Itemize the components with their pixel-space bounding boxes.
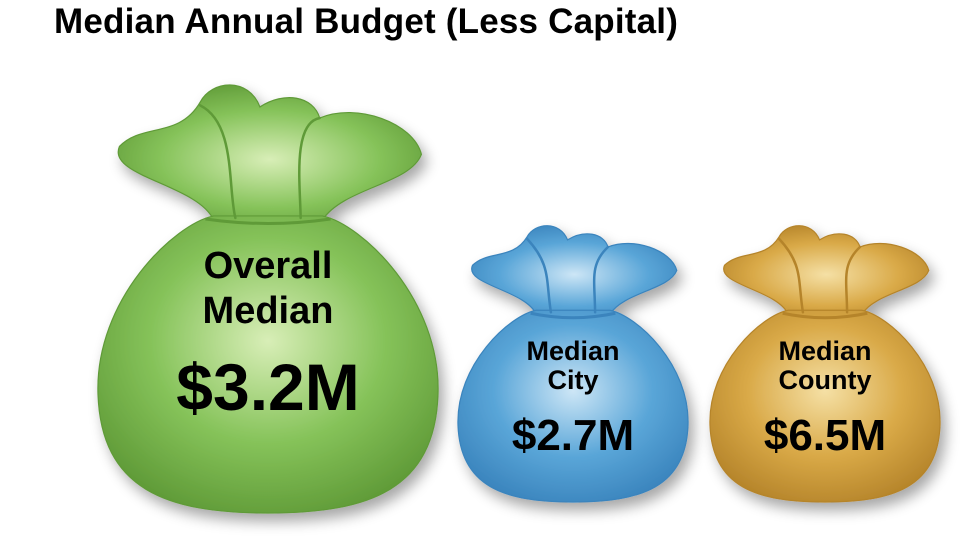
bag-tie xyxy=(530,311,616,320)
chart-title: Median Annual Budget (Less Capital) xyxy=(54,2,679,41)
data-label: $2.7M xyxy=(512,411,634,460)
bag-body xyxy=(709,309,941,503)
category-label: Median xyxy=(203,290,334,332)
category-label: Median xyxy=(778,336,871,366)
bag-fold-lines xyxy=(525,237,610,314)
data-label: $3.2M xyxy=(176,350,359,424)
money-bag-overall-median xyxy=(97,84,439,514)
money-bag-median-county xyxy=(709,225,941,503)
category-label: City xyxy=(547,365,598,395)
category-label: Median xyxy=(526,336,619,366)
category-label: County xyxy=(779,365,872,395)
bag-body xyxy=(97,215,439,514)
money-bag-median-city xyxy=(457,225,689,503)
bag-top xyxy=(723,225,930,315)
bag-top xyxy=(471,225,678,315)
data-label: $6.5M xyxy=(764,411,886,460)
bag-tie xyxy=(205,217,331,225)
category-label: Overall xyxy=(204,245,333,287)
bag-tie xyxy=(782,311,868,320)
bag-fold-lines xyxy=(777,237,862,314)
bag-fold-lines xyxy=(198,104,321,220)
bag-top xyxy=(117,84,423,221)
bag-body xyxy=(457,309,689,503)
